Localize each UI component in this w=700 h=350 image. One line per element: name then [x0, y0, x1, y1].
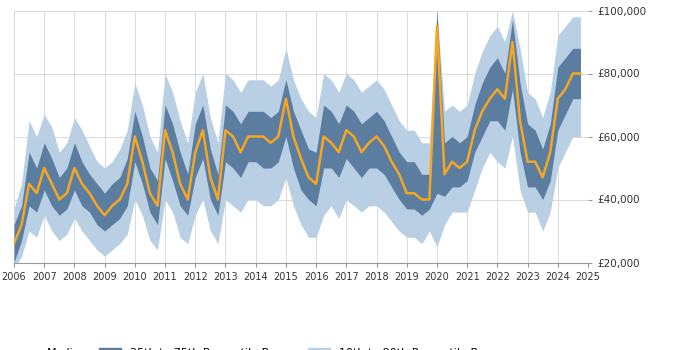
Legend: Median, 25th to 75th Percentile Range, 10th to 90th Percentile Range: Median, 25th to 75th Percentile Range, 1… — [11, 343, 510, 350]
